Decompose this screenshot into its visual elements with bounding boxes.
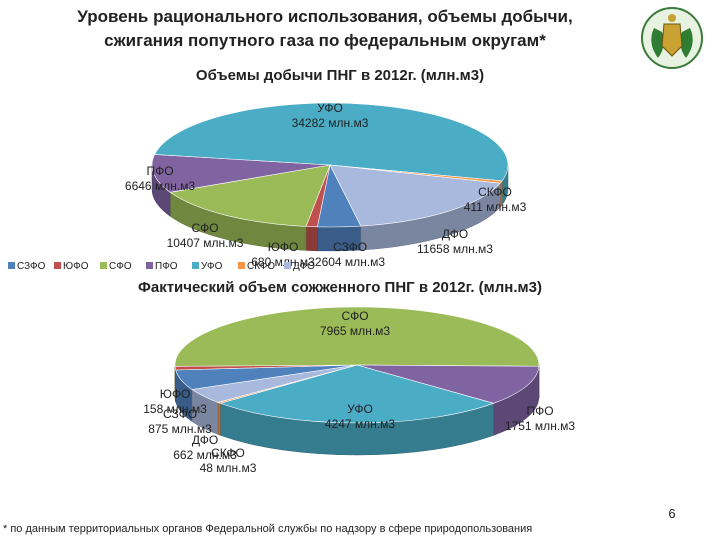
data-label-value: 680 млн.м3 [251,255,315,269]
legend-swatch [192,262,199,269]
chart-title: Фактический объем сожженного ПНГ в 2012г… [138,279,542,296]
slide-title: Уровень рационального использования, объ… [77,7,572,50]
legend-swatch [54,262,61,269]
legend-label: ПФО [155,261,178,272]
data-label-name: ДФО [192,433,218,447]
data-label-value: 875 млн.м3 [148,422,212,436]
legend-label: СЗФО [17,261,46,272]
pie-slice [329,164,501,227]
legend-label: УФО [201,261,223,272]
data-label-value: 158 млн.м3 [143,402,207,416]
pie-chart: Фактический объем сожженного ПНГ в 2012г… [138,279,575,475]
data-label-name: ЮФО [268,240,299,254]
data-label-name: СФО [191,221,218,235]
pie-tops [174,306,540,424]
pie-slice [356,364,540,404]
data-label-name: ДФО [442,227,468,241]
data-label-value: 34282 млн.м3 [292,116,369,130]
chart-title: Объемы добычи ПНГ в 2012г. (млн.м3) [196,67,484,84]
page-number: 6 [668,506,675,521]
pie-tops [151,102,509,228]
data-label-name: СФО [341,309,368,323]
legend-label: СФО [109,261,132,272]
legend-swatch [284,262,291,269]
pie-chart: Объемы добычи ПНГ в 2012г. (млн.м3)СЗФО2… [8,67,527,272]
pie-sides [151,164,509,252]
pie-slice [169,164,331,227]
emblem [641,7,703,69]
data-label-value: 662 млн.м3 [173,448,237,462]
legend-label: СКФО [247,261,275,272]
data-label-value: 11658 млн.м3 [417,242,493,256]
data-label-name: СЗФО [163,407,197,421]
legend-swatch [238,262,245,269]
data-label-value: 10407 млн.м3 [167,236,244,250]
slice-side [305,226,318,252]
data-label-name: СЗФО [333,240,367,254]
pie-slice [174,306,540,367]
slice-side [217,402,221,436]
data-label-name: ПФО [146,164,173,178]
pie-slice [191,364,358,403]
data-label-value: 2604 млн.м3 [315,255,385,269]
data-label-name: СКФО [211,446,245,460]
legend-label: ЮФО [63,261,89,272]
data-label-name: УФО [317,101,343,115]
data-label-value: 48 млн.м3 [200,461,257,475]
legend-swatch [100,262,107,269]
legend-swatch [146,262,153,269]
footnote: * по данным территориальных органов Феде… [3,523,532,535]
legend-swatch [8,262,15,269]
data-label-value: 6646 млн.м3 [125,179,195,193]
data-label-name: ЮФО [160,387,191,401]
data-label-name: УФО [347,402,373,416]
data-label-value: 7965 млн.м3 [320,324,390,338]
data-label-value: 4247 млн.м3 [325,417,395,431]
data-label-value: 411 млн.м3 [464,200,527,214]
data-label-name: СКФО [478,185,512,199]
legend-label: ДФО [293,261,315,272]
data-label-name: ПФО [526,404,553,418]
pie-slice [154,102,509,182]
data-label-value: 1751 млн.м3 [505,419,575,433]
pie-sides [174,364,540,456]
pie-slice [219,364,495,424]
pie-slice [151,154,331,193]
